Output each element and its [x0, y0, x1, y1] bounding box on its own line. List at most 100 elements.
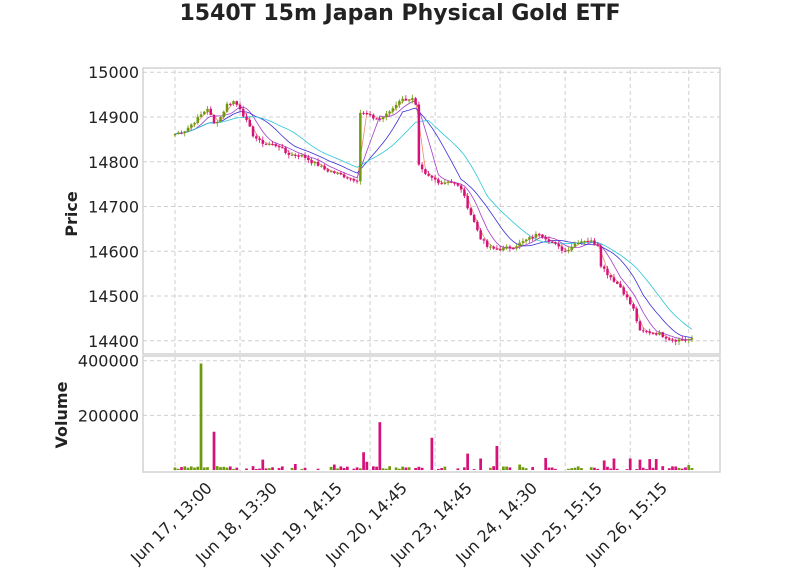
candle — [264, 142, 268, 146]
price-tick-label: 14800 — [88, 153, 139, 172]
candle — [583, 240, 586, 245]
candle-body — [463, 189, 466, 196]
candle-body — [433, 177, 437, 180]
candle — [277, 144, 281, 151]
volume-bar — [183, 466, 187, 470]
volume-bar — [414, 467, 417, 470]
candle — [323, 164, 326, 171]
candle — [362, 111, 365, 116]
volume-bar — [394, 467, 398, 470]
candle-body — [307, 157, 310, 161]
candle-body — [645, 331, 648, 333]
volume-bar — [388, 466, 391, 470]
candle — [281, 143, 284, 149]
candle — [333, 170, 336, 175]
candle — [544, 235, 547, 241]
candle-body — [271, 144, 274, 146]
candle — [609, 274, 612, 281]
volume-bar — [638, 459, 642, 470]
candle-body — [544, 237, 547, 240]
candle-body — [216, 121, 219, 124]
volume-bar — [267, 468, 271, 470]
volume-bar — [397, 468, 401, 470]
candle — [258, 136, 261, 143]
volume-bar — [687, 465, 691, 470]
candle-body — [531, 237, 534, 239]
candle — [495, 245, 499, 250]
volume-bar — [544, 457, 548, 470]
candle-body — [479, 230, 482, 240]
candle-body — [661, 332, 664, 337]
candle — [388, 110, 391, 117]
candle — [336, 171, 339, 176]
candle-body — [632, 304, 635, 309]
volume-bar — [186, 467, 190, 470]
ma-mid-line — [174, 100, 693, 341]
candle — [183, 130, 186, 137]
candle-body — [440, 183, 443, 185]
candle-body — [466, 195, 469, 209]
candle-body — [586, 241, 590, 243]
candle-body — [183, 131, 186, 133]
moving-average-lines — [174, 99, 693, 341]
candle-body — [417, 104, 421, 165]
candle — [677, 337, 681, 346]
candle — [339, 171, 343, 176]
candle — [212, 114, 216, 125]
candle — [329, 170, 333, 173]
candle — [602, 264, 606, 273]
candle — [518, 239, 521, 250]
volume-bar — [667, 468, 671, 470]
volume-bar — [508, 467, 512, 470]
volume-bar — [290, 467, 294, 470]
candle — [502, 245, 505, 252]
candle — [372, 113, 375, 121]
candle-body — [219, 117, 222, 122]
candle-body — [580, 241, 583, 243]
candle-body — [248, 119, 252, 127]
volume-bar — [271, 467, 274, 470]
candle — [654, 331, 658, 336]
candle-body — [599, 245, 603, 267]
candle — [394, 101, 398, 111]
volume-tick-label: 400000 — [78, 352, 139, 371]
candle — [193, 121, 196, 128]
volume-bar — [345, 466, 349, 470]
candle-body — [199, 114, 203, 117]
candle — [440, 180, 443, 185]
candle — [599, 243, 603, 269]
volume-bar — [417, 466, 421, 470]
candle — [521, 238, 525, 246]
ma-long-line — [174, 107, 693, 338]
candle — [216, 120, 219, 127]
candle-body — [320, 165, 323, 167]
candle-body — [290, 154, 294, 156]
volume-bar — [316, 468, 320, 470]
price-tick-label: 14600 — [88, 242, 139, 261]
candle-body — [190, 124, 193, 128]
ma-longest-line — [174, 116, 693, 330]
candle — [563, 248, 567, 253]
candle — [196, 114, 199, 125]
candle-body — [518, 242, 521, 247]
candle — [209, 106, 213, 116]
candle-body — [690, 338, 694, 340]
candle-body — [651, 333, 655, 335]
volume-bar — [329, 466, 333, 470]
candle-body — [264, 143, 268, 145]
candle-body — [469, 208, 473, 215]
candle-body — [677, 339, 681, 342]
candle-body — [303, 155, 307, 158]
volume-bar — [648, 459, 652, 470]
candle-body — [186, 127, 190, 132]
candle-body — [615, 281, 619, 284]
volume-bar — [261, 459, 265, 470]
candle-body — [391, 108, 395, 112]
candle-body — [388, 111, 391, 114]
candle — [589, 237, 593, 244]
volume-bar — [280, 466, 284, 470]
volume-bar — [677, 467, 681, 470]
candle — [199, 111, 203, 118]
candle-body — [459, 185, 463, 190]
candle-body — [196, 116, 199, 123]
